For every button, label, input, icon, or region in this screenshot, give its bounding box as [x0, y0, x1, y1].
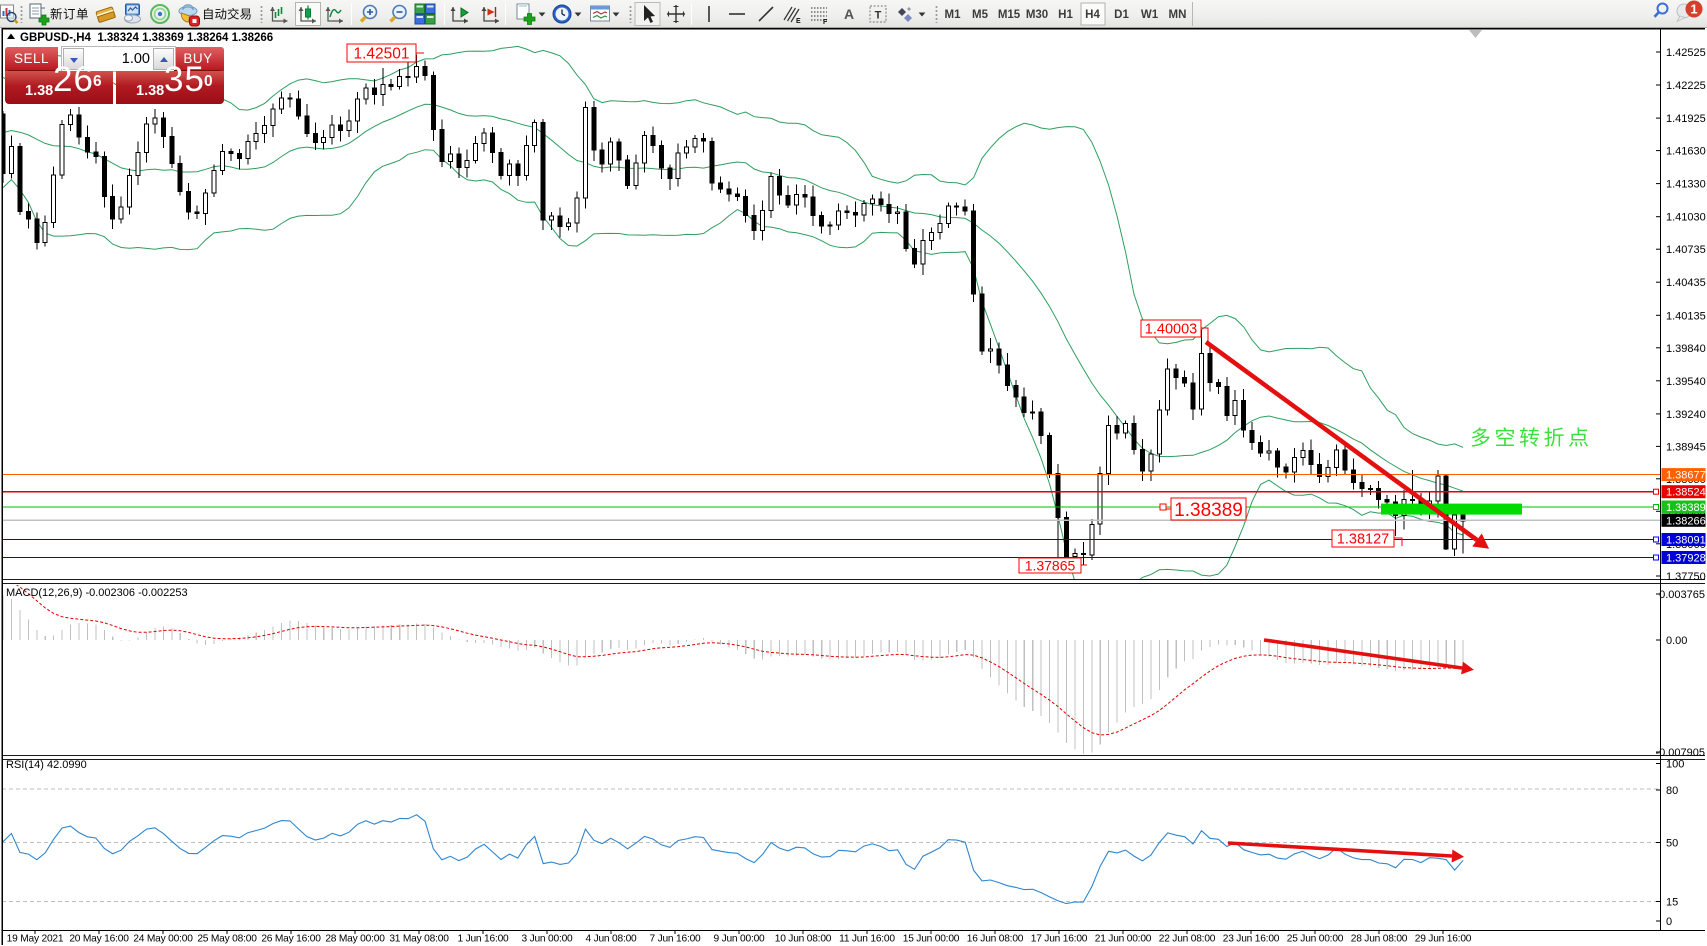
svg-text:1.42225: 1.42225	[1666, 80, 1706, 92]
svg-text:26 May 16:00: 26 May 16:00	[261, 934, 321, 945]
svg-text:15: 15	[1666, 897, 1678, 909]
svg-text:E: E	[796, 18, 801, 25]
svg-text:D1: D1	[1114, 9, 1129, 21]
svg-text:1.38945: 1.38945	[1666, 441, 1706, 453]
svg-text:11 Jun 16:00: 11 Jun 16:00	[839, 934, 895, 945]
svg-text:H4: H4	[1085, 9, 1100, 21]
svg-text:3 Jun 00:00: 3 Jun 00:00	[521, 934, 573, 945]
svg-text:A: A	[844, 6, 854, 22]
svg-text:M15: M15	[998, 9, 1021, 21]
svg-text:100: 100	[1666, 759, 1684, 771]
svg-text:22 Jun 08:00: 22 Jun 08:00	[1159, 934, 1216, 945]
svg-text:25 May 08:00: 25 May 08:00	[197, 934, 257, 945]
svg-text:M5: M5	[972, 9, 989, 21]
svg-text:29 Jun 16:00: 29 Jun 16:00	[1415, 934, 1472, 945]
svg-text:28 May 00:00: 28 May 00:00	[325, 934, 385, 945]
svg-text:1: 1	[1690, 2, 1697, 17]
svg-text:F: F	[823, 19, 828, 26]
svg-text:50: 50	[1666, 838, 1678, 850]
svg-text:1.38266: 1.38266	[1666, 515, 1706, 527]
svg-text:4 Jun 08:00: 4 Jun 08:00	[585, 934, 637, 945]
svg-text:0: 0	[1666, 916, 1672, 928]
svg-text:1.38389: 1.38389	[1666, 502, 1706, 514]
svg-text:1.39240: 1.39240	[1666, 409, 1706, 421]
svg-text:1.38127: 1.38127	[1337, 532, 1389, 548]
svg-text:15 Jun 00:00: 15 Jun 00:00	[903, 934, 960, 945]
svg-text:24 May 00:00: 24 May 00:00	[133, 934, 193, 945]
svg-text:1.42501: 1.42501	[353, 46, 409, 63]
svg-text:M1: M1	[945, 9, 962, 21]
svg-text:31 May 08:00: 31 May 08:00	[389, 934, 449, 945]
svg-text:H1: H1	[1058, 9, 1073, 21]
svg-text:1.39840: 1.39840	[1666, 343, 1706, 355]
svg-text:1.38524: 1.38524	[1666, 487, 1706, 499]
svg-text:1.40135: 1.40135	[1666, 310, 1706, 322]
svg-text:1.38389: 1.38389	[1174, 500, 1243, 521]
svg-text:M30: M30	[1026, 9, 1048, 21]
svg-text:1.40003: 1.40003	[1145, 322, 1197, 338]
svg-text:9 Jun 00:00: 9 Jun 00:00	[713, 934, 765, 945]
svg-text:1.37750: 1.37750	[1666, 571, 1706, 583]
svg-text:1.37928: 1.37928	[1666, 553, 1706, 565]
svg-text:0.00: 0.00	[1666, 635, 1687, 647]
svg-text:-0.007905: -0.007905	[1655, 747, 1705, 759]
svg-text:1.41030: 1.41030	[1666, 212, 1706, 224]
svg-text:MACD(12,26,9) -0.002306 -0.002: MACD(12,26,9) -0.002306 -0.002253	[6, 587, 188, 599]
svg-text:T: T	[875, 10, 882, 22]
svg-text:25 Jun 00:00: 25 Jun 00:00	[1287, 934, 1344, 945]
svg-text:GBPUSD-,H4 1.38324 1.38369 1.: GBPUSD-,H4 1.38324 1.38369 1.38264 1.382…	[20, 32, 273, 44]
svg-text:1.40435: 1.40435	[1666, 277, 1706, 289]
svg-text:0.003765: 0.003765	[1659, 589, 1705, 601]
svg-text:1.39540: 1.39540	[1666, 376, 1706, 388]
svg-text:20 May 16:00: 20 May 16:00	[69, 934, 129, 945]
svg-text:19 May 2021: 19 May 2021	[7, 934, 64, 945]
svg-text:80: 80	[1666, 785, 1678, 797]
svg-text:16 Jun 08:00: 16 Jun 08:00	[967, 934, 1024, 945]
svg-text:1 Jun 16:00: 1 Jun 16:00	[457, 934, 509, 945]
svg-text:1.40735: 1.40735	[1666, 244, 1706, 256]
svg-text:W1: W1	[1141, 9, 1159, 21]
svg-text:1.38091: 1.38091	[1666, 535, 1706, 547]
svg-text:21 Jun 00:00: 21 Jun 00:00	[1095, 934, 1152, 945]
svg-text:1.41630: 1.41630	[1666, 146, 1706, 158]
svg-text:28 Jun 08:00: 28 Jun 08:00	[1351, 934, 1408, 945]
svg-text:23 Jun 16:00: 23 Jun 16:00	[1223, 934, 1280, 945]
svg-text:7 Jun 16:00: 7 Jun 16:00	[649, 934, 701, 945]
svg-text:MN: MN	[1169, 9, 1187, 21]
svg-text:1.42525: 1.42525	[1666, 47, 1706, 59]
svg-text:17 Jun 16:00: 17 Jun 16:00	[1031, 934, 1088, 945]
svg-text:1.38677: 1.38677	[1666, 470, 1706, 482]
svg-text:1.41925: 1.41925	[1666, 113, 1706, 125]
svg-text:10 Jun 08:00: 10 Jun 08:00	[775, 934, 832, 945]
svg-text:1.37865: 1.37865	[1025, 558, 1076, 574]
svg-text:1.41330: 1.41330	[1666, 179, 1706, 191]
svg-text:RSI(14) 42.0990: RSI(14) 42.0990	[6, 759, 87, 771]
